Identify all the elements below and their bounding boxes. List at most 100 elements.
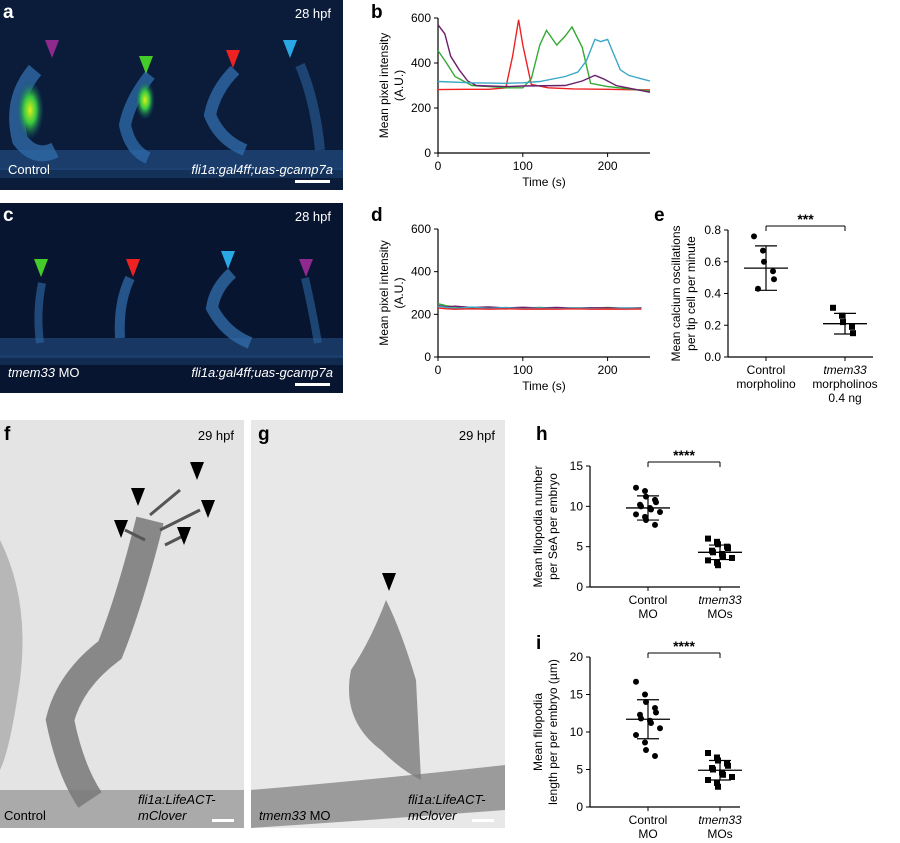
y-tick-label: 0 xyxy=(576,580,583,594)
data-point xyxy=(705,557,711,564)
arrowhead-icon xyxy=(382,573,396,591)
data-point xyxy=(642,691,648,698)
arrowhead-icon xyxy=(201,500,215,518)
arrowhead-blue-icon xyxy=(221,251,235,269)
y-axis-label-line2: per SeA per embryo xyxy=(546,473,560,580)
micrograph-tmem33-gcamp: 28 hpf tmem33 MO fli1a:gal4ff;uas-gcamp7… xyxy=(0,203,343,393)
lifeact-image-tmem33 xyxy=(251,573,505,828)
data-point xyxy=(642,739,648,746)
y-tick-label: 400 xyxy=(411,56,431,70)
data-point xyxy=(771,276,777,283)
transgene-label: fli1a:LifeACT-mClover xyxy=(138,792,216,824)
y-axis-label-line1: Mean filopodia xyxy=(531,693,545,771)
y-axis-label: Mean pixel intensity(A.U.) xyxy=(377,33,406,138)
time-label: 28 hpf xyxy=(294,6,331,21)
series-line-2 xyxy=(437,304,642,309)
group-label: Control xyxy=(629,813,668,827)
y-axis-label: Mean calcium oscillationsper tip cell pe… xyxy=(669,225,698,361)
significance-stars: **** xyxy=(673,638,695,654)
gcamp-image-control xyxy=(0,40,343,183)
y-tick-label: 200 xyxy=(411,307,431,321)
group-label: MOs xyxy=(707,827,732,841)
condition-suffix: MO xyxy=(54,365,80,380)
data-point xyxy=(633,511,639,518)
data-point xyxy=(705,750,711,756)
y-axis-label-line1: Mean filopodia number xyxy=(531,465,545,587)
y-tick-label: 0.0 xyxy=(704,350,721,364)
time-label: 29 hpf xyxy=(197,428,234,443)
data-point xyxy=(648,720,654,726)
data-point xyxy=(705,777,711,783)
data-point xyxy=(751,233,757,240)
series-line-1 xyxy=(437,19,651,91)
micrograph-control-lifeact: 29 hpf Control fli1a:LifeACT-mClover xyxy=(0,420,244,828)
x-axis-label: Time (s) xyxy=(522,379,566,393)
group-label: tmem33 xyxy=(823,363,867,377)
panel-letter-d: d xyxy=(371,205,383,226)
data-point xyxy=(729,774,735,780)
data-point xyxy=(729,554,735,561)
panel-letter-c: c xyxy=(3,205,14,226)
y-axis-label-line1: Mean calcium oscillations xyxy=(669,225,683,361)
data-point xyxy=(642,488,648,495)
chart-i-filopodia-length: 0 5 10 15 20 Mean filopodialength per per emb… xyxy=(531,638,742,841)
y-axis-label: Mean filopodia numberper SeA per embryo xyxy=(531,465,560,587)
condition-label: Control xyxy=(8,162,50,177)
y-tick-label: 15 xyxy=(570,459,584,473)
panel-letter-h: h xyxy=(536,424,548,445)
chart-d-calcium-tmem33: 0 200 400 600 0 100 200 Time (s) Mean pixel inte… xyxy=(377,222,650,393)
data-point xyxy=(720,553,726,560)
panel-letter-a: a xyxy=(3,2,14,23)
transgene-line-2: mClover xyxy=(408,808,457,823)
y-axis-label-line2: per tip cell per minute xyxy=(684,236,698,351)
data-point xyxy=(770,268,776,275)
y-tick-label: 10 xyxy=(570,725,584,739)
transgene-line-1: fli1a:LifeACT- xyxy=(408,792,486,807)
scale-bar xyxy=(212,819,234,822)
x-tick-label: 0 xyxy=(435,159,442,173)
y-tick-label: 15 xyxy=(570,688,584,702)
scale-bar xyxy=(295,383,330,386)
scale-bar xyxy=(472,819,494,822)
data-point xyxy=(633,732,639,738)
lifeact-image-control xyxy=(0,462,244,828)
arrowhead-green-icon xyxy=(34,259,48,277)
scale-bar xyxy=(295,180,330,183)
y-axis-label: Mean filopodialength per per embryo (µm) xyxy=(531,659,560,805)
data-point xyxy=(652,521,658,528)
gcamp-image-tmem33 xyxy=(0,251,343,386)
data-point xyxy=(652,753,658,759)
y-tick-label: 0.4 xyxy=(704,287,721,301)
x-tick-label: 100 xyxy=(513,363,533,377)
data-point xyxy=(705,535,711,542)
data-point xyxy=(633,484,639,491)
transgene-line-2: mClover xyxy=(138,808,187,823)
arrowhead-green-icon xyxy=(139,56,153,74)
condition-label: tmem33 MO xyxy=(8,365,80,380)
x-tick-label: 100 xyxy=(513,159,533,173)
data-point xyxy=(657,508,663,515)
x-tick-label: 200 xyxy=(598,159,618,173)
data-point xyxy=(720,771,726,778)
data-point xyxy=(710,766,716,773)
condition-label: tmem33 MO xyxy=(259,808,331,823)
gene-name: tmem33 xyxy=(259,808,306,823)
arrowhead-blue-icon xyxy=(283,40,297,58)
y-axis-label-line1: Mean pixel intensity xyxy=(377,33,391,138)
data-point xyxy=(715,541,721,548)
y-tick-label: 20 xyxy=(570,650,584,664)
data-point xyxy=(653,709,659,716)
group-label: Control xyxy=(747,363,786,377)
arrowhead-icon xyxy=(131,488,145,506)
group-label: MO xyxy=(638,607,657,621)
data-point xyxy=(643,747,649,753)
micrograph-tmem33-lifeact: 29 hpf tmem33 MO fli1a:LifeACT-mClover xyxy=(251,420,505,828)
chart-h-filopodia-number: 0 5 10 15 Mean filopodia numberper SeA per e… xyxy=(531,447,742,621)
group-label: MOs xyxy=(707,607,732,621)
group-label: morpholinos xyxy=(812,377,877,391)
arrowhead-red-icon xyxy=(226,50,240,68)
group-label: tmem33 xyxy=(698,593,742,607)
y-axis-label: Mean pixel intensity(A.U.) xyxy=(377,240,406,345)
y-tick-label: 400 xyxy=(411,265,431,279)
y-tick-label: 10 xyxy=(570,499,584,513)
